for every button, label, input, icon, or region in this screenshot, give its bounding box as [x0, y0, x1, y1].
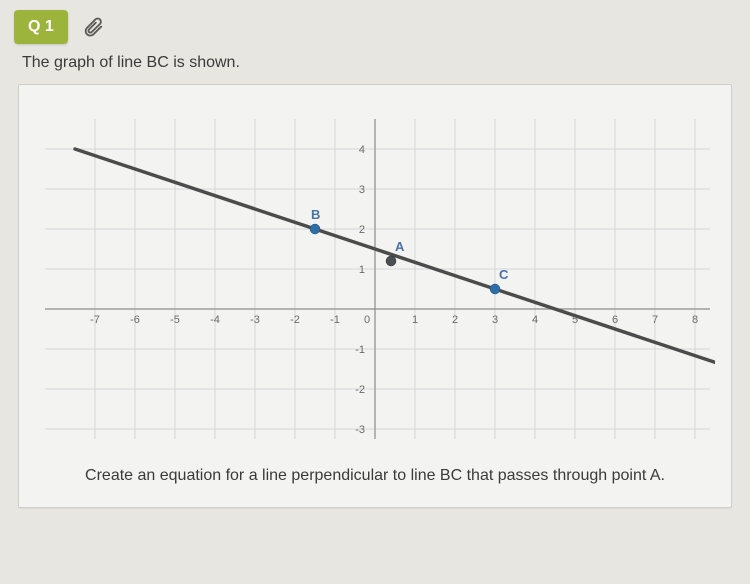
- point-label-C: C: [499, 267, 509, 282]
- svg-text:3: 3: [359, 184, 365, 196]
- point-B[interactable]: [310, 224, 320, 234]
- point-A[interactable]: [386, 256, 396, 266]
- svg-text:6: 6: [612, 314, 618, 326]
- svg-text:-2: -2: [290, 314, 300, 326]
- svg-text:-1: -1: [355, 344, 365, 356]
- point-label-B: B: [311, 207, 320, 222]
- svg-text:-7: -7: [90, 314, 100, 326]
- svg-text:-3: -3: [355, 424, 365, 436]
- attachment-icon[interactable]: [82, 16, 104, 38]
- svg-text:-1: -1: [330, 314, 340, 326]
- svg-text:-5: -5: [170, 314, 180, 326]
- instruction-text: Create an equation for a line perpendicu…: [35, 467, 715, 485]
- svg-text:-4: -4: [210, 314, 220, 326]
- header-bar: Q 1: [0, 0, 750, 54]
- coordinate-plane[interactable]: -7-6-5-4-3-2-11234567890-3-2-11234BAC: [35, 99, 715, 459]
- question-prompt: The graph of line BC is shown.: [0, 54, 750, 78]
- svg-text:4: 4: [532, 314, 538, 326]
- svg-text:2: 2: [452, 314, 458, 326]
- svg-text:8: 8: [692, 314, 698, 326]
- point-C[interactable]: [490, 284, 500, 294]
- svg-text:-3: -3: [250, 314, 260, 326]
- svg-text:1: 1: [359, 264, 365, 276]
- question-badge[interactable]: Q 1: [14, 10, 68, 44]
- svg-text:2: 2: [359, 224, 365, 236]
- svg-text:7: 7: [652, 314, 658, 326]
- svg-text:4: 4: [359, 144, 365, 156]
- svg-text:1: 1: [412, 314, 418, 326]
- chart-container: -7-6-5-4-3-2-11234567890-3-2-11234BAC: [35, 99, 715, 459]
- svg-text:-2: -2: [355, 384, 365, 396]
- svg-text:3: 3: [492, 314, 498, 326]
- svg-text:-6: -6: [130, 314, 140, 326]
- point-label-A: A: [395, 239, 405, 254]
- question-card: -7-6-5-4-3-2-11234567890-3-2-11234BAC Cr…: [18, 84, 732, 508]
- svg-text:0: 0: [364, 314, 370, 326]
